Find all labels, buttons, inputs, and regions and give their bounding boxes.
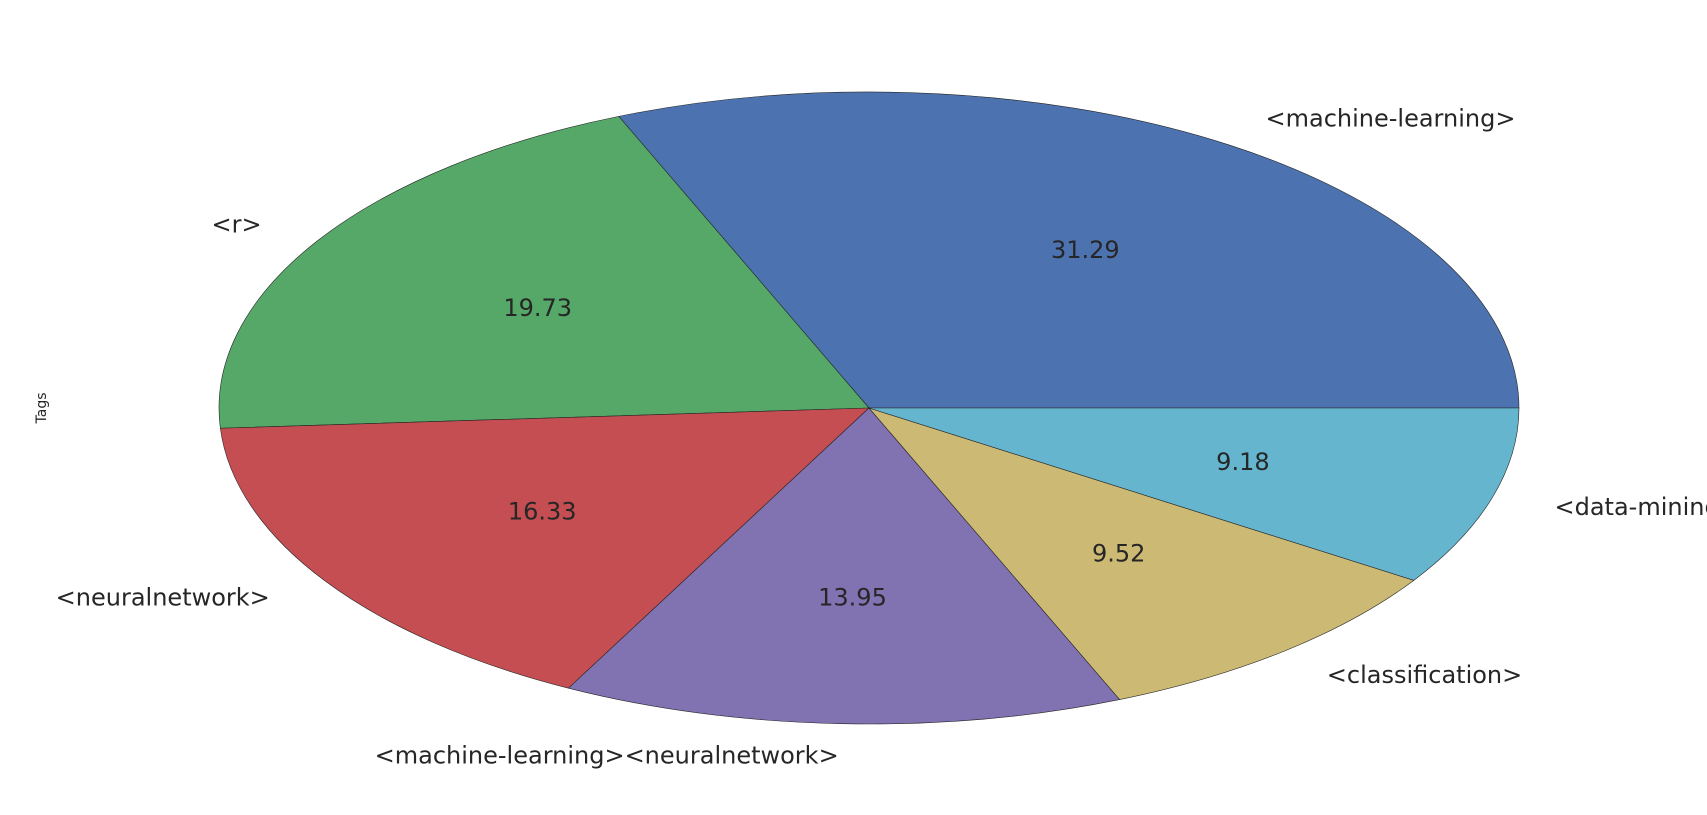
- pie-labels: 31.29 <machine-learning> 19.73 <r> 16.33 <neu…: [56, 105, 1707, 770]
- slice-data-mining: [868, 407, 1520, 581]
- category-label-classification: <classification>: [1327, 661, 1522, 689]
- slice-classification: [868, 407, 1415, 700]
- category-label-neuralnetwork: <neuralnetwork>: [56, 584, 270, 612]
- category-label-data-mining: <data-mining>: [1555, 493, 1707, 521]
- category-label-r: <r>: [212, 211, 262, 239]
- category-label-machine-learning-neuralnetwork: <machine-learning><neuralnetwork>: [375, 741, 839, 769]
- category-label-machine-learning: <machine-learning>: [1266, 105, 1516, 133]
- value-label-classification: 9.52: [1092, 540, 1145, 568]
- pie-slices: [218, 91, 1520, 725]
- value-label-neuralnetwork: 16.33: [508, 497, 577, 525]
- value-label-machine-learning: 31.29: [1051, 236, 1120, 264]
- value-label-machine-learning-neuralnetwork: 13.95: [818, 583, 887, 611]
- y-axis-label: Tags: [34, 393, 50, 425]
- slice-machine-learning-neuralnetwork: [567, 407, 1121, 725]
- value-label-data-mining: 9.18: [1216, 448, 1269, 476]
- slice-machine-learning: [618, 91, 1520, 409]
- value-label-r: 19.73: [503, 294, 572, 322]
- slice-neuralnetwork: [219, 407, 870, 689]
- slice-r: [218, 116, 870, 429]
